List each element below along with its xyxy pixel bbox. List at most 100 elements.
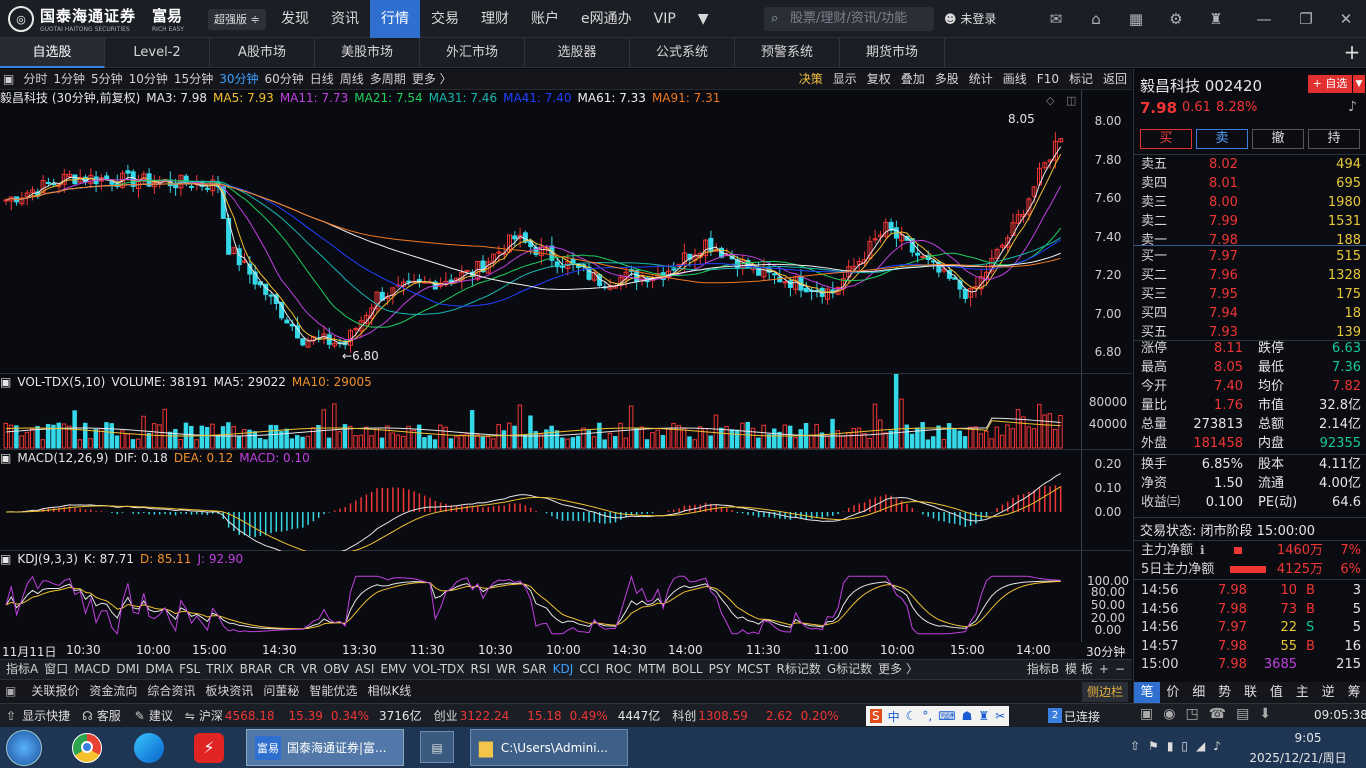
sell-button[interactable]: 卖	[1196, 129, 1248, 149]
menu-item[interactable]: 交易	[431, 11, 459, 27]
indicator-21[interactable]: BOLL	[671, 662, 703, 676]
gear-icon[interactable]: ⚙	[1169, 10, 1183, 28]
period-0[interactable]: 分时	[23, 72, 48, 86]
panel-toggle-icon[interactable]: ◫	[1066, 94, 1077, 107]
tab-watchlist[interactable]: 自选股	[0, 38, 105, 68]
indicator-25[interactable]: G标记数	[826, 662, 873, 676]
bell-icon[interactable]: ♪	[1348, 99, 1357, 115]
period-10[interactable]: 更多 〉	[411, 72, 452, 86]
quote-tab-0[interactable]: 笔	[1134, 682, 1160, 703]
period-9[interactable]: 多周期	[369, 72, 406, 86]
toolbar-btn-0[interactable]: 决策	[798, 72, 823, 86]
menu-item[interactable]: VIP	[653, 11, 676, 27]
menu-item[interactable]: 理财	[481, 11, 509, 27]
quote-tab-1[interactable]: 价	[1166, 685, 1180, 700]
indicator-0[interactable]: 指标A	[6, 662, 39, 676]
toolbar-btn-9[interactable]: 返回	[1102, 72, 1127, 86]
kline-chart[interactable]	[0, 90, 1080, 374]
quote-tab-5[interactable]: 值	[1269, 685, 1283, 700]
indicator-24[interactable]: R标记数	[776, 662, 821, 676]
tab-a-share[interactable]: A股市场	[210, 38, 315, 68]
quote-tab-4[interactable]: 联	[1244, 685, 1258, 700]
kline-pane[interactable]: 毅昌科技 (30分钟,前复权) MA3: 7.98 MA5: 7.93 MA11: 7…	[0, 90, 1132, 374]
info-tab-1[interactable]: 资金流向	[89, 684, 138, 698]
toolbar-btn-6[interactable]: 画线	[1002, 72, 1027, 86]
indicator-9[interactable]: VR	[300, 662, 318, 676]
indicator-right-0[interactable]: 指标B	[1026, 662, 1060, 676]
login-button[interactable]: ☻ 未登录	[944, 0, 996, 38]
search-input[interactable]: ⌕ 股票/理财/资讯/功能	[764, 7, 934, 31]
quote-tab-6[interactable]: 主	[1295, 685, 1309, 700]
chrome-icon[interactable]	[72, 733, 102, 763]
tab-futures[interactable]: 期货市场	[840, 38, 945, 68]
indicator-23[interactable]: MCST	[736, 662, 771, 676]
toolbar-btn-2[interactable]: 复权	[866, 72, 891, 86]
indicator-11[interactable]: ASI	[355, 662, 375, 676]
indicator-26[interactable]: 更多 〉	[878, 662, 918, 676]
broker-app-icon[interactable]: ⚡	[194, 733, 224, 763]
kdj-chart[interactable]	[0, 551, 1080, 642]
indicator-14[interactable]: RSI	[470, 662, 491, 676]
period-2[interactable]: 5分钟	[91, 72, 123, 86]
volume-pane[interactable]: ▣ VOL-TDX(5,10) VOLUME: 38191 MA5: 29022 MA1…	[0, 374, 1132, 450]
indicator-22[interactable]: PSY	[708, 662, 731, 676]
quote-tab-2[interactable]: 细	[1192, 685, 1206, 700]
indicator-7[interactable]: BRAR	[239, 662, 273, 676]
taskbar-clock-date[interactable]: 2025/12/21/周日	[1249, 751, 1347, 765]
indicator-3[interactable]: DMI	[116, 662, 140, 676]
order-book-row[interactable]: 卖二 7.99 1531	[1134, 212, 1366, 231]
period-3[interactable]: 10分钟	[128, 72, 168, 86]
indicator-right-1[interactable]: 模 板	[1065, 662, 1093, 676]
menu-item[interactable]: 账户	[531, 11, 559, 27]
ime-toolbar[interactable]: S 中 ☾ °, ⌨ ☗ ♜ ✂	[866, 706, 1010, 726]
toolbar-btn-5[interactable]: 统计	[968, 72, 993, 86]
indicator-right-2[interactable]: +	[1098, 662, 1109, 676]
order-book-row[interactable]: 卖五 8.02 494	[1134, 155, 1366, 174]
indicator-13[interactable]: VOL-TDX	[412, 662, 465, 676]
indicator-16[interactable]: SAR	[522, 662, 547, 676]
menu-item[interactable]: 发现	[281, 11, 309, 27]
indicator-right-3[interactable]: −	[1114, 662, 1125, 676]
info-tab-6[interactable]: 相似K线	[367, 684, 412, 698]
menu-item-active[interactable]: 行情	[370, 0, 420, 38]
minimize-icon[interactable]: —	[1256, 10, 1272, 28]
toolbar-btn-3[interactable]: 叠加	[900, 72, 925, 86]
order-book-row[interactable]: 买二 7.96 1328	[1134, 266, 1366, 285]
index-sh-name[interactable]: 沪深	[198, 709, 223, 723]
macd-pane[interactable]: ▣ MACD(12,26,9) DIF: 0.18 DEA: 0.12 MACD: 0.…	[0, 450, 1132, 551]
quote-tab-3[interactable]: 势	[1218, 685, 1232, 700]
indicator-8[interactable]: CR	[278, 662, 295, 676]
info-tab-4[interactable]: 问董秘	[263, 684, 300, 698]
close-icon[interactable]: ✕	[1339, 10, 1353, 28]
index-kc-name[interactable]: 科创	[672, 709, 697, 723]
menu-item[interactable]: 资讯	[331, 11, 359, 27]
index-cy-name[interactable]: 创业	[433, 709, 458, 723]
shortcut-icon[interactable]: ⇧	[6, 708, 17, 723]
toolbar-btn-1[interactable]: 显示	[832, 72, 857, 86]
indicator-12[interactable]: EMV	[380, 662, 407, 676]
suggest-label[interactable]: 建议	[148, 709, 173, 723]
period-8[interactable]: 周线	[339, 72, 364, 86]
quote-tab-8[interactable]: 筹	[1347, 685, 1361, 700]
toolbar-btn-8[interactable]: 标记	[1068, 72, 1093, 86]
add-watchlist-button[interactable]: + 自选	[1308, 75, 1352, 93]
order-book-row[interactable]: 卖四 8.01 695	[1134, 174, 1366, 193]
info-tab-3[interactable]: 板块资讯	[205, 684, 254, 698]
buy-button[interactable]: 买	[1140, 129, 1192, 149]
time-unit-label[interactable]: 30分钟	[1086, 645, 1126, 659]
indicator-17[interactable]: KDJ	[552, 662, 574, 676]
tab-us-stocks[interactable]: 美股市场	[315, 38, 420, 68]
dropdown-icon[interactable]: ▼	[1353, 75, 1365, 93]
volume-chart[interactable]	[0, 374, 1080, 450]
kdj-collapse-icon[interactable]: ▣	[0, 552, 12, 566]
indicator-19[interactable]: ROC	[605, 662, 632, 676]
tab-formula[interactable]: 公式系统	[630, 38, 735, 68]
quote-tab-7[interactable]: 逆	[1321, 685, 1335, 700]
mail-icon[interactable]: ✉	[1049, 10, 1063, 28]
tray-icons[interactable]: ⇧⚑▮▯◢♪	[1130, 739, 1229, 753]
sidebar-toggle-button[interactable]: 侧边栏	[1081, 682, 1128, 702]
info-bar-toggle-icon[interactable]: ▣	[5, 684, 17, 698]
grid-icon[interactable]: ▦	[1128, 10, 1144, 28]
period-5[interactable]: 30分钟	[219, 72, 259, 86]
start-button-icon[interactable]	[6, 730, 42, 766]
